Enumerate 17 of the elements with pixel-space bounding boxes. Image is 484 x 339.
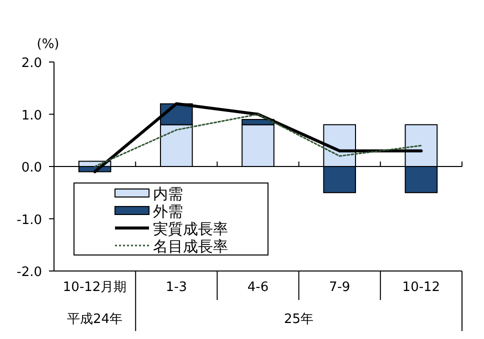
legend-label: 外需 — [153, 202, 183, 220]
y-axis-title: (%) — [36, 37, 60, 52]
legend-label: 名目成長率 — [153, 238, 228, 256]
y-tick-label: -1.0 — [16, 212, 42, 228]
x-tick-label: 10-12 — [402, 280, 440, 295]
x-tick-label: 4-6 — [247, 280, 269, 295]
legend-label: 実質成長率 — [153, 220, 228, 238]
y-tick-label: 2.0 — [21, 56, 42, 71]
y-tick-label: 1.0 — [21, 108, 42, 124]
y-tick-label: -2.0 — [16, 265, 42, 280]
x-tick-label: 7-9 — [328, 280, 350, 295]
legend-label: 内需 — [153, 185, 183, 203]
x-tick-label: 1-3 — [166, 280, 188, 295]
text: 平成24年 — [67, 312, 123, 327]
text: 25年 — [284, 312, 314, 327]
y-tick-label: 0.0 — [21, 160, 42, 176]
x-tick-label: 10-12月期 — [62, 280, 127, 295]
